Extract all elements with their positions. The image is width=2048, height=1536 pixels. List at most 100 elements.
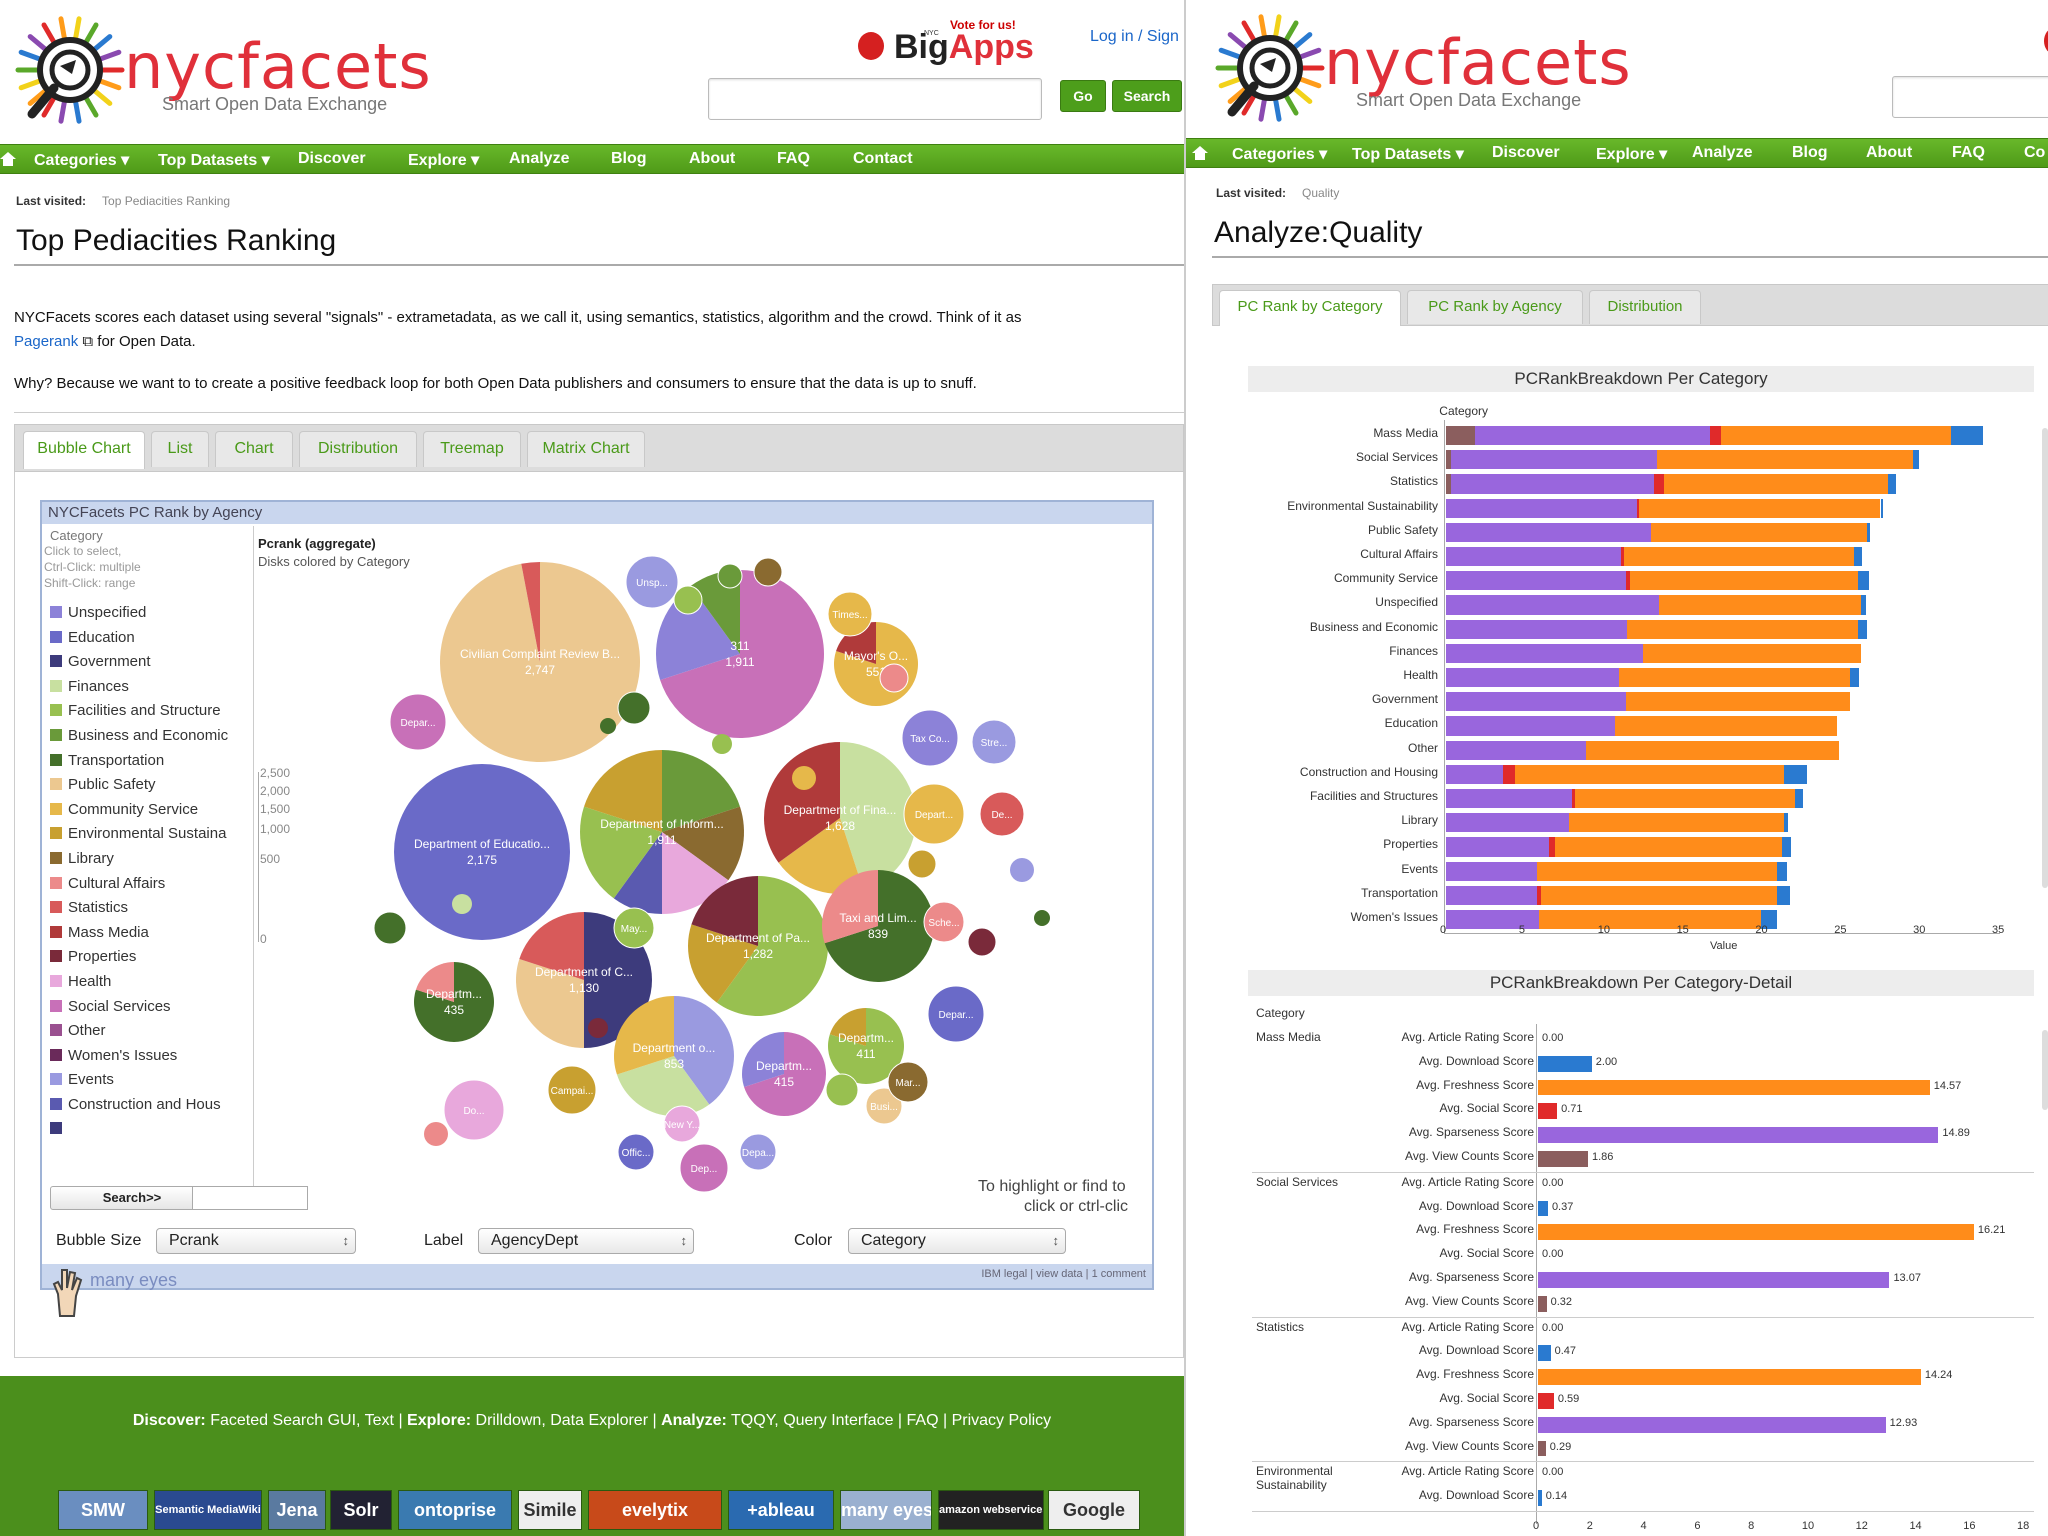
search-input[interactable] — [708, 78, 1042, 120]
partner-badge[interactable]: +ableau — [728, 1490, 834, 1530]
stacked-bar-segment[interactable] — [1627, 619, 1858, 639]
nav-about[interactable]: About — [689, 150, 736, 167]
bubble-small[interactable] — [712, 734, 732, 754]
stacked-bar-segment[interactable] — [1446, 426, 1476, 446]
stacked-bar-segment[interactable] — [1621, 547, 1625, 567]
stacked-bar-segment[interactable] — [1614, 716, 1838, 736]
stacked-bar-segment[interactable] — [1867, 522, 1871, 542]
legend-item[interactable]: Transportation — [50, 752, 164, 772]
detail-bar[interactable] — [1538, 1055, 1592, 1072]
bubble-small[interactable] — [673, 585, 703, 615]
stacked-bar-segment[interactable] — [1629, 571, 1859, 591]
nav-blog[interactable]: Blog — [1792, 144, 1828, 161]
legend-item[interactable]: Facilities and Structure — [50, 702, 221, 722]
nycfacets-logo-icon[interactable] — [1214, 12, 1326, 124]
nav-top-datasets[interactable]: Top Datasets ▾ — [158, 152, 270, 169]
bubble-small[interactable] — [547, 1065, 597, 1115]
nav-discover[interactable]: Discover — [298, 150, 366, 167]
stacked-bar-segment[interactable] — [1721, 426, 1952, 446]
stacked-bar-segment[interactable] — [1539, 910, 1762, 930]
stacked-bar-segment[interactable] — [1446, 764, 1503, 784]
stacked-bar-segment[interactable] — [1446, 668, 1620, 688]
stacked-bar-segment[interactable] — [1777, 861, 1787, 881]
bubble[interactable] — [656, 570, 825, 738]
tab-distribution[interactable]: Distribution — [1589, 290, 1701, 324]
bubble-small[interactable] — [600, 718, 616, 734]
bubble-small[interactable] — [923, 901, 965, 943]
label-select[interactable]: AgencyDept — [478, 1228, 694, 1254]
detail-bar[interactable] — [1538, 1079, 1930, 1096]
tab-distribution[interactable]: Distribution — [299, 431, 417, 467]
stacked-bar-segment[interactable] — [1548, 837, 1555, 857]
footer-discover-links[interactable]: Faceted Search GUI, Text | — [210, 1412, 403, 1429]
partner-badge[interactable]: many eyes — [840, 1490, 932, 1530]
stacked-bar-segment[interactable] — [1619, 668, 1850, 688]
legend-search-button[interactable]: Search>> — [50, 1186, 214, 1210]
legend-item[interactable]: Environmental Sustaina — [50, 825, 226, 845]
stacked-bar-segment[interactable] — [1795, 789, 1804, 809]
legend-item-blank[interactable] — [50, 1120, 68, 1140]
viz-footer-links[interactable]: IBM legal | view data | 1 comment — [981, 1268, 1146, 1280]
bubble-small[interactable] — [879, 663, 909, 693]
bubble-small[interactable] — [625, 555, 679, 609]
legend-item[interactable]: Mass Media — [50, 924, 149, 944]
color-select[interactable]: Category — [848, 1228, 1066, 1254]
legend-item[interactable]: Library — [50, 850, 114, 870]
stacked-bar-segment[interactable] — [1624, 547, 1855, 567]
nav-faq[interactable]: FAQ — [1952, 144, 1985, 161]
bubble-small[interactable] — [717, 563, 743, 589]
manyeyes-brand[interactable]: many eyes — [90, 1270, 178, 1290]
legend-item[interactable]: Other — [50, 1022, 106, 1042]
bubble-chart[interactable]: Civilian Complaint Review B... 2,747 311 1,… — [42, 502, 1152, 1262]
stacked-bar-segment[interactable] — [1783, 764, 1808, 784]
bubble-small[interactable] — [679, 1143, 729, 1193]
detail-bar[interactable] — [1538, 1416, 1886, 1433]
bubble-small[interactable] — [967, 927, 997, 957]
stacked-bar-segment[interactable] — [1446, 571, 1626, 591]
stacked-bar-segment[interactable] — [1446, 547, 1622, 567]
stacked-bar-segment[interactable] — [1625, 571, 1630, 591]
stacked-bar-segment[interactable] — [1781, 837, 1792, 857]
nav-categories[interactable]: Categories ▾ — [1232, 146, 1328, 163]
partner-badge[interactable]: Solr — [330, 1490, 392, 1530]
chart2-scrollbar[interactable] — [2042, 1030, 2048, 1110]
legend-item[interactable]: Health — [50, 973, 111, 993]
bubble-small[interactable] — [971, 719, 1017, 765]
breadcrumb-value[interactable]: Top Pediacities Ranking — [102, 194, 231, 208]
tab-treemap[interactable]: Treemap — [423, 431, 521, 467]
stacked-bar-segment[interactable] — [1574, 789, 1796, 809]
legend-item[interactable]: Education — [50, 629, 135, 649]
stacked-bar-segment[interactable] — [1663, 474, 1889, 494]
tab-bubble-chart[interactable]: Bubble Chart — [23, 431, 145, 469]
stacked-bar-segment[interactable] — [1446, 498, 1637, 518]
bubble-small[interactable] — [613, 907, 655, 949]
stacked-bar-segment[interactable] — [1446, 474, 1451, 494]
detail-bar[interactable] — [1538, 1127, 1939, 1143]
nav-explore[interactable]: Explore ▾ — [1596, 146, 1668, 163]
bigapps-badge[interactable]: Vote for us! NYC BigApps — [858, 18, 1038, 66]
detail-bar[interactable] — [1538, 1103, 1558, 1120]
detail-bar[interactable] — [1538, 1369, 1921, 1385]
tab-chart[interactable]: Chart — [215, 431, 293, 467]
stacked-bar-segment[interactable] — [1783, 813, 1789, 833]
footer-explore-links[interactable]: Drilldown, Data Explorer | — [475, 1412, 657, 1429]
bubble-small[interactable] — [1034, 910, 1050, 926]
footer-faq-link[interactable]: FAQ | — [906, 1412, 948, 1429]
stacked-bar-segment[interactable] — [1651, 522, 1868, 542]
bubble[interactable] — [764, 742, 917, 894]
stacked-bar-segment[interactable] — [1446, 740, 1587, 760]
nav-faq[interactable]: FAQ — [777, 150, 810, 167]
legend-item[interactable]: Business and Economic — [50, 727, 228, 747]
nav-contact[interactable]: Contact — [853, 150, 913, 167]
detail-bar[interactable] — [1538, 1440, 1546, 1457]
stacked-bar-segment[interactable] — [1849, 668, 1860, 688]
detail-bar[interactable] — [1538, 1393, 1554, 1409]
stacked-bar-segment[interactable] — [1777, 885, 1790, 905]
legend-item[interactable]: Statistics — [50, 899, 128, 919]
partner-badge[interactable]: Jena — [268, 1490, 326, 1530]
stacked-bar-segment[interactable] — [1572, 789, 1575, 809]
bubble-small[interactable] — [452, 894, 472, 914]
stacked-bar-segment[interactable] — [1446, 450, 1452, 470]
stacked-bar-segment[interactable] — [1586, 740, 1839, 760]
bubble[interactable] — [822, 870, 935, 982]
